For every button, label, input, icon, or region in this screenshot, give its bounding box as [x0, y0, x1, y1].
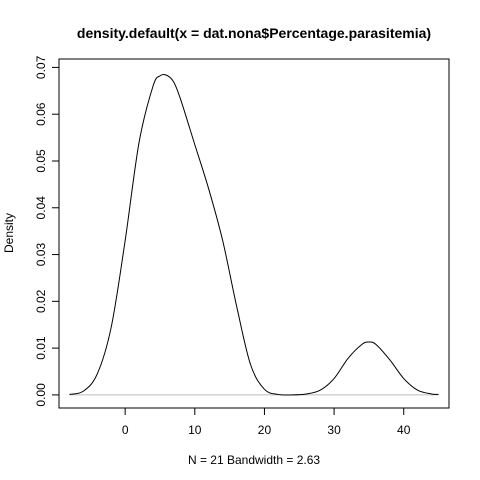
- y-tick-label: 0.05: [34, 149, 48, 173]
- x-axis: 0 10 20 30 40: [122, 407, 411, 437]
- y-tick-label: 0.00: [34, 383, 48, 407]
- y-tick-label: 0.03: [34, 243, 48, 267]
- chart-title: density.default(x = dat.nona$Percentage.…: [77, 25, 431, 41]
- y-tick-label: 0.06: [34, 102, 48, 126]
- x-tick-label: 0: [122, 423, 129, 437]
- x-tick-label: 20: [258, 423, 272, 437]
- x-tick-label: 10: [188, 423, 202, 437]
- x-tick-label: 40: [397, 423, 411, 437]
- y-tick-label: 0.01: [34, 336, 48, 360]
- density-curve: [69, 74, 439, 396]
- y-tick-label: 0.04: [34, 196, 48, 220]
- x-tick-label: 30: [327, 423, 341, 437]
- y-axis: 0.00 0.01 0.02 0.03 0.04 0.05 0.06 0.07: [34, 55, 60, 407]
- y-tick-label: 0.02: [34, 289, 48, 313]
- x-axis-label: N = 21 Bandwidth = 2.63: [188, 453, 320, 467]
- plot-frame: [58, 58, 450, 409]
- y-axis-label: Density: [2, 213, 16, 253]
- y-tick-label: 0.07: [34, 55, 48, 79]
